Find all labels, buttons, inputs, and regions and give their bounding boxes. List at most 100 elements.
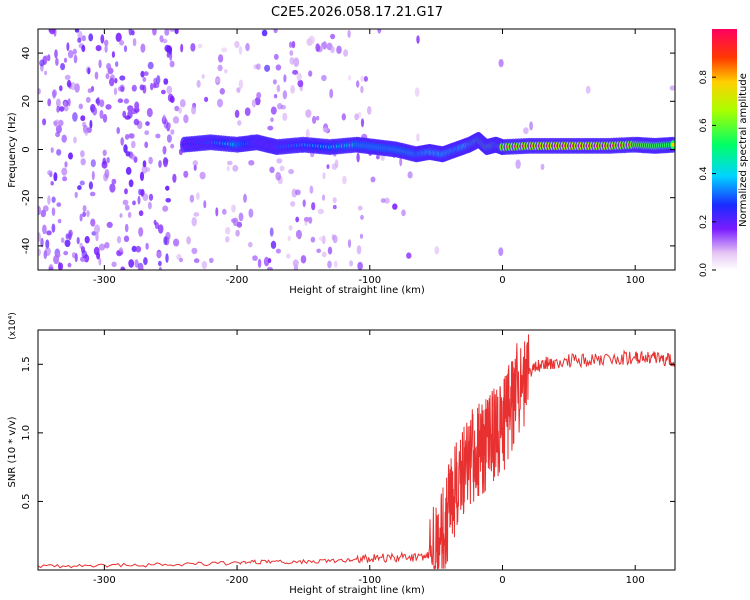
- heatmap-cell: [377, 29, 382, 34]
- snr-frame: [37, 329, 676, 571]
- heatmap-cell: [91, 170, 95, 181]
- heatmap-cell: [322, 172, 326, 180]
- heatmap-cell: [257, 258, 262, 268]
- heatmap-cell: [124, 223, 129, 233]
- heatmap-cell: [380, 198, 386, 204]
- heatmap-cell: [406, 252, 412, 259]
- heatmap-cell: [343, 49, 349, 57]
- heatmap-cell: [333, 260, 338, 268]
- heatmap-cell: [498, 59, 504, 68]
- heatmap-cell: [72, 112, 78, 122]
- heatmap-cell: [131, 245, 137, 252]
- heatmap-cell: [360, 118, 365, 128]
- heatmap-cell: [347, 29, 351, 38]
- heatmap-cell: [98, 59, 102, 69]
- heatmap-cell: [275, 171, 282, 181]
- heatmap-cell: [356, 80, 360, 88]
- heatmap-cell: [347, 239, 352, 248]
- x-tick-label: 0: [499, 275, 505, 286]
- heatmap-cell: [318, 236, 325, 241]
- y-tick-label: -20: [21, 190, 32, 206]
- heatmap-cell: [155, 133, 161, 139]
- heatmap-cell: [363, 76, 368, 82]
- heatmap-cell: [196, 80, 201, 88]
- heatmap-cell: [111, 261, 117, 268]
- heatmap-cell: [129, 106, 134, 114]
- heatmap-cell: [61, 167, 68, 176]
- heatmap-cell: [236, 221, 243, 228]
- heatmap-cell: [248, 208, 254, 218]
- heatmap-cell: [295, 189, 301, 196]
- heatmap-cell: [120, 266, 125, 270]
- heatmap-cell: [54, 49, 58, 59]
- heatmap-cell: [158, 260, 162, 267]
- heatmap-cell: [42, 118, 47, 126]
- heatmap-cell: [293, 57, 300, 67]
- heatmap-cell: [305, 128, 310, 139]
- heatmap-cell: [68, 229, 73, 238]
- heatmap-cell: [169, 29, 176, 32]
- heatmap-cell: [80, 150, 85, 158]
- heatmap-cell: [116, 236, 122, 244]
- heatmap-cell: [98, 257, 102, 266]
- heatmap-cell: [336, 45, 342, 54]
- heatmap-cell: [143, 71, 149, 76]
- heatmap-cell: [51, 223, 56, 233]
- heatmap-cell: [138, 266, 144, 270]
- heatmap-cell: [100, 34, 105, 44]
- heatmap-cell: [57, 218, 62, 224]
- heatmap-cell: [123, 235, 130, 243]
- heatmap-cell: [110, 74, 115, 81]
- heatmap-cell: [286, 253, 291, 259]
- heatmap-cell: [74, 29, 80, 33]
- snr-x-label: Height of straight line (km): [289, 585, 425, 596]
- heatmap-cell: [130, 153, 136, 160]
- heatmap-cell: [221, 47, 228, 53]
- heatmap-cell: [179, 257, 183, 263]
- heatmap-cell: [193, 258, 200, 264]
- heatmap-cell: [145, 242, 149, 250]
- heatmap-cell: [48, 266, 54, 270]
- heatmap-cell: [276, 158, 283, 164]
- heatmap-cell: [140, 70, 145, 78]
- heatmap-cell: [119, 40, 125, 46]
- heatmap-cell: [311, 202, 316, 211]
- y-tick-label: 0.5: [21, 493, 32, 509]
- heatmap-cell: [51, 196, 56, 203]
- heatmap-cell: [52, 89, 57, 98]
- heatmap-cell: [158, 266, 162, 270]
- heatmap-cell: [103, 172, 109, 182]
- heatmap-cell: [330, 33, 336, 40]
- heatmap-cell: [145, 121, 150, 126]
- heatmap-cell: [399, 157, 403, 167]
- heatmap-cell: [77, 30, 83, 40]
- heatmap-cell: [224, 69, 228, 74]
- heatmap-cell: [248, 160, 255, 166]
- heatmap-cell: [76, 237, 80, 245]
- heatmap-cell: [244, 107, 251, 116]
- heatmap-cell: [87, 67, 91, 75]
- heatmap-cell: [272, 79, 277, 85]
- heatmap-cell: [288, 225, 293, 231]
- heatmap-cell: [102, 157, 107, 165]
- heatmap-cell: [158, 160, 162, 168]
- heatmap-cell: [120, 137, 124, 146]
- heatmap-cell: [357, 205, 363, 211]
- heatmap-cell: [115, 61, 119, 67]
- heatmap-cell: [172, 173, 177, 183]
- heatmap-cell: [163, 158, 169, 168]
- heatmap-cell: [183, 114, 189, 124]
- colorbar-tick-label: 0.2: [699, 215, 709, 229]
- heatmap-cell: [123, 144, 128, 154]
- heatmap-cell: [154, 222, 160, 230]
- heatmap-cell: [215, 78, 221, 83]
- heatmap-cell: [275, 248, 281, 254]
- heatmap-cell: [191, 105, 197, 115]
- heatmap-cell: [416, 35, 420, 44]
- heatmap-cell: [327, 260, 332, 269]
- heatmap-cell: [300, 255, 307, 264]
- heatmap-cell: [315, 115, 320, 121]
- heatmap-cell: [288, 168, 294, 175]
- heatmap-cell: [312, 115, 317, 124]
